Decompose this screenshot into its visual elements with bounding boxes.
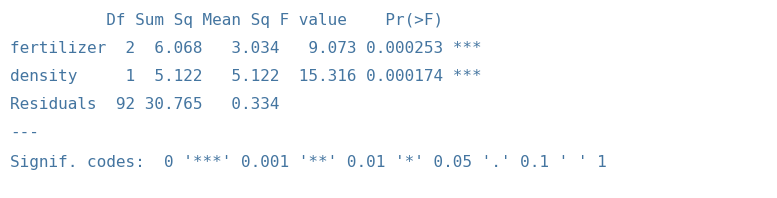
Text: Residuals  92 30.765   0.334: Residuals 92 30.765 0.334 (10, 97, 482, 112)
Text: ---: --- (10, 125, 39, 140)
Text: fertilizer  2  6.068   3.034   9.073 0.000253 ***: fertilizer 2 6.068 3.034 9.073 0.000253 … (10, 41, 482, 56)
Text: density     1  5.122   5.122  15.316 0.000174 ***: density 1 5.122 5.122 15.316 0.000174 **… (10, 69, 482, 84)
Text: Df Sum Sq Mean Sq F value    Pr(>F): Df Sum Sq Mean Sq F value Pr(>F) (10, 13, 482, 28)
Text: Signif. codes:  0 '***' 0.001 '**' 0.01 '*' 0.05 '.' 0.1 ' ' 1: Signif. codes: 0 '***' 0.001 '**' 0.01 '… (10, 155, 607, 170)
